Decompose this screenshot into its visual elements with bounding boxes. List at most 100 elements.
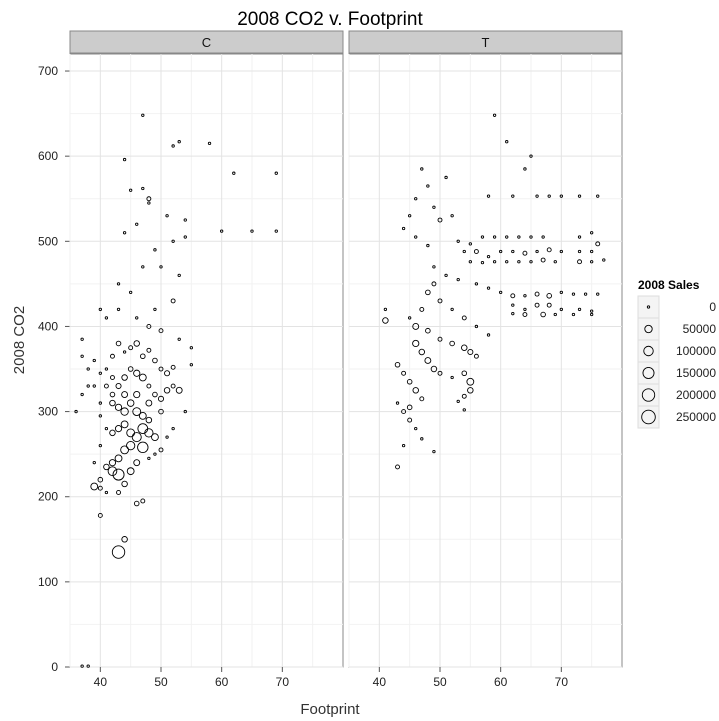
data-point	[140, 353, 146, 360]
data-point	[109, 391, 116, 398]
data-point	[153, 307, 157, 312]
data-point	[98, 401, 102, 405]
data-point	[424, 357, 432, 364]
data-point	[165, 435, 169, 439]
data-point	[467, 348, 474, 356]
data-point	[147, 456, 151, 461]
data-point	[535, 249, 539, 254]
data-point	[98, 443, 102, 448]
data-point	[577, 235, 582, 239]
x-tick-label: 70	[276, 675, 290, 689]
data-point	[412, 387, 419, 394]
data-point	[128, 345, 134, 351]
data-point	[486, 286, 491, 290]
data-point	[151, 433, 159, 442]
data-point	[163, 387, 171, 394]
data-point	[456, 277, 460, 282]
y-tick-label: 500	[38, 234, 58, 248]
data-point	[86, 664, 90, 668]
data-point	[450, 307, 454, 312]
data-point	[480, 260, 485, 265]
data-point	[120, 420, 129, 429]
data-point	[141, 186, 145, 191]
data-point	[86, 367, 90, 371]
data-point	[437, 298, 443, 304]
strip-header	[69, 30, 344, 54]
legend-label: 50000	[683, 322, 717, 336]
data-point	[133, 340, 140, 347]
data-point	[141, 113, 145, 117]
data-point	[529, 154, 533, 158]
data-point	[165, 214, 169, 218]
data-point	[146, 383, 152, 389]
data-point	[98, 414, 102, 418]
data-point	[571, 312, 576, 317]
data-point	[401, 226, 406, 231]
y-axis-title: 2008 CO2	[11, 306, 28, 374]
data-point	[540, 257, 546, 263]
data-point	[486, 333, 491, 337]
data-point	[492, 235, 497, 239]
data-point	[540, 311, 546, 318]
data-point	[511, 249, 515, 254]
data-point	[109, 399, 116, 407]
data-point	[523, 307, 527, 312]
data-point	[207, 141, 212, 146]
data-point	[115, 383, 122, 390]
data-point	[131, 432, 142, 443]
data-point	[437, 370, 443, 376]
data-point	[529, 235, 533, 239]
chart-title: 2008 CO2 v. Footprint	[237, 9, 423, 30]
chart-panels: 0 100 200 300 400 500 600 700 C 40 50 60 70 T 40 50 60 70	[38, 30, 623, 689]
y-tick-label: 700	[38, 64, 58, 78]
data-point	[529, 260, 533, 264]
x-tick-label: 40	[373, 675, 387, 689]
x-axis-title: Footprint	[300, 701, 360, 718]
data-point	[401, 370, 407, 376]
data-point	[135, 316, 139, 320]
data-point	[444, 175, 448, 180]
data-point	[132, 407, 142, 416]
data-point	[183, 218, 187, 222]
legend-label: 250000	[676, 410, 716, 424]
strip-label: C	[202, 35, 211, 50]
data-point	[420, 167, 424, 171]
data-point	[133, 459, 141, 467]
data-point	[577, 194, 582, 198]
data-point	[80, 337, 84, 341]
data-point	[590, 309, 594, 313]
data-point	[395, 464, 400, 470]
legend-label: 150000	[676, 366, 716, 380]
data-point	[146, 196, 152, 202]
data-point	[153, 452, 157, 456]
data-point	[108, 459, 117, 467]
data-point	[145, 399, 153, 407]
data-point	[602, 258, 606, 262]
legend-symbol	[641, 388, 656, 402]
data-point	[583, 292, 588, 296]
data-point	[511, 194, 515, 198]
x-tick-label: 70	[555, 675, 569, 689]
legend-key	[637, 295, 660, 319]
data-point	[114, 454, 123, 463]
data-point	[232, 171, 236, 175]
data-point	[110, 375, 115, 380]
data-point	[522, 250, 528, 256]
data-point	[492, 113, 497, 117]
data-point	[189, 346, 193, 350]
data-point	[115, 340, 122, 347]
data-point	[590, 249, 594, 254]
data-point	[449, 340, 455, 347]
x-tick-label: 60	[494, 675, 508, 689]
data-point	[116, 307, 121, 312]
data-point	[220, 229, 224, 233]
size-legend: 2008 Sales 0 50000 100000 150000 200000 25000…	[637, 278, 717, 429]
data-point	[412, 339, 420, 348]
data-point	[414, 426, 418, 431]
data-point	[559, 307, 563, 312]
data-point	[553, 312, 557, 317]
data-point	[541, 235, 545, 239]
data-point	[145, 416, 153, 424]
legend-symbol	[643, 345, 654, 357]
data-point	[595, 241, 601, 247]
